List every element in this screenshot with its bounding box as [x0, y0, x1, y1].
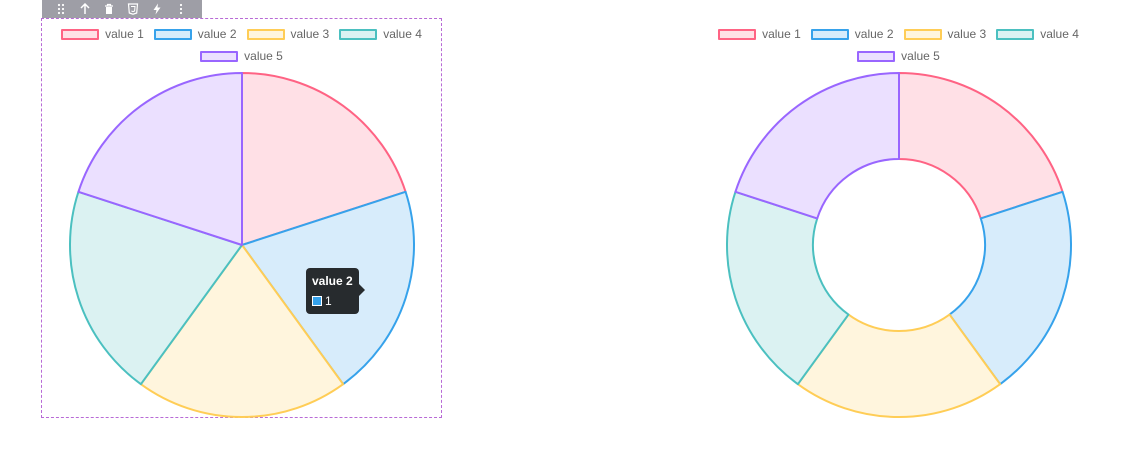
slice-value-4[interactable] [69, 190, 243, 386]
legend-swatch [61, 28, 100, 40]
legend-label: value 1 [105, 27, 144, 41]
legend-label: value 3 [290, 27, 330, 41]
legend-swatch [996, 28, 1035, 40]
trash-icon[interactable] [102, 2, 116, 16]
slice-value-3[interactable] [139, 244, 345, 418]
legend-label: value 4 [383, 27, 422, 41]
legend-item[interactable]: value 5 [857, 48, 940, 64]
doughnut-chart-canvas[interactable] [698, 18, 1099, 418]
tooltip-color-swatch [312, 296, 322, 306]
legend-label: value 1 [762, 27, 801, 41]
legend-label: value 4 [1040, 27, 1079, 41]
tooltip-value: 1 [325, 294, 332, 308]
arrow-up-icon[interactable] [78, 2, 92, 16]
legend-label: value 3 [947, 27, 987, 41]
legend-swatch [903, 28, 942, 40]
legend-swatch [718, 28, 757, 40]
legend-item[interactable]: value 4 [996, 26, 1079, 42]
slice-value-4[interactable] [726, 190, 850, 386]
legend-swatch [200, 50, 239, 62]
legend-swatch [153, 28, 192, 40]
slice-value-5[interactable] [734, 72, 900, 220]
legend-item[interactable]: value 4 [339, 26, 422, 42]
slice-value-1[interactable] [898, 72, 1064, 220]
legend-item[interactable]: value 5 [200, 48, 283, 64]
legend-swatch [810, 28, 849, 40]
legend-item[interactable]: value 3 [903, 26, 987, 42]
pie-chart[interactable]: value 1 value 2 value 3 value 4 value 5 valu… [41, 18, 442, 418]
legend-item[interactable]: value 1 [718, 26, 801, 42]
legend-label: value 2 [854, 27, 894, 41]
slice-value-5[interactable] [77, 72, 243, 246]
doughnut-chart-legend: value 1 value 2 value 3 value 4 value 5 [698, 26, 1099, 64]
legend-swatch [246, 28, 285, 40]
tooltip-title: value 2 [312, 274, 353, 288]
legend-swatch [857, 50, 896, 62]
chart-tooltip: value 2 1 [306, 268, 365, 314]
legend-item[interactable]: value 2 [810, 26, 894, 42]
css-icon[interactable] [126, 2, 140, 16]
slice-value-2[interactable] [948, 190, 1072, 386]
pie-chart-legend: value 1 value 2 value 3 value 4 value 5 [41, 26, 442, 64]
legend-label: value 5 [901, 49, 940, 63]
lightning-icon[interactable] [150, 2, 164, 16]
legend-label: value 5 [244, 49, 283, 63]
slice-value-3[interactable] [796, 313, 1002, 418]
more-vertical-icon[interactable] [174, 2, 188, 16]
legend-swatch [339, 28, 378, 40]
legend-item[interactable]: value 3 [246, 26, 330, 42]
pie-chart-canvas[interactable] [41, 18, 442, 418]
legend-item[interactable]: value 2 [153, 26, 237, 42]
doughnut-chart[interactable]: value 1 value 2 value 3 value 4 value 5 [698, 18, 1099, 418]
drag-handle-icon[interactable] [54, 2, 68, 16]
element-toolbar [42, 0, 202, 18]
legend-item[interactable]: value 1 [61, 26, 144, 42]
slice-value-1[interactable] [241, 72, 407, 246]
legend-label: value 2 [197, 27, 237, 41]
